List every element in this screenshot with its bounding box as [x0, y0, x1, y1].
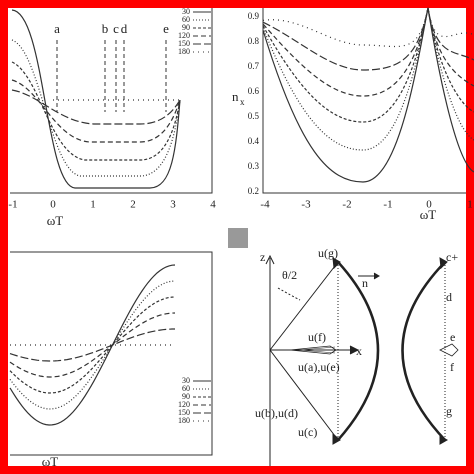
curve [262, 7, 474, 48]
x-tick-label: -1 [8, 199, 17, 211]
curve [9, 264, 176, 426]
curve [11, 79, 181, 143]
legend-label: 90 [182, 23, 190, 32]
diagram-label: e [450, 330, 455, 344]
x-tick-label: 0 [50, 199, 56, 211]
axis-frame [262, 8, 466, 194]
legend-label: 180 [178, 47, 190, 56]
x-tick-label: -2 [342, 199, 351, 211]
legend-label: 180 [178, 416, 190, 425]
diagram-label: u(b),u(d) [255, 406, 298, 420]
curve [11, 61, 181, 161]
y-axis-label-sub: x [240, 97, 245, 107]
x-tick-label: 4 [210, 199, 216, 211]
axis-frame [10, 8, 213, 194]
curve [262, 7, 474, 151]
diagram-label: z [260, 250, 265, 264]
y-axis-label: n [232, 89, 239, 104]
y-tick-label: 0.9 [248, 11, 260, 21]
curve [9, 296, 176, 394]
diagram-label: g [446, 404, 452, 418]
marker-label: a [54, 21, 60, 36]
diagram-label: θ/2 [282, 268, 297, 282]
y-tick-label: 0.4 [248, 136, 260, 146]
x-tick-label: -1 [383, 199, 392, 211]
diagram [265, 254, 459, 466]
diagram-label: n [362, 276, 368, 290]
curve [9, 312, 176, 378]
legend-label: 150 [178, 408, 190, 417]
x-axis-label: ωT [420, 207, 437, 222]
y-tick-label: 0.6 [248, 86, 260, 96]
diagram-label: d [446, 290, 452, 304]
legend-label: 120 [178, 400, 190, 409]
curve [11, 9, 181, 189]
legend-label: 60 [182, 384, 190, 393]
diagram-label: u(g) [318, 246, 338, 260]
marker-label: e [163, 21, 169, 36]
legend-label: 150 [178, 39, 190, 48]
marker-label: d [121, 21, 128, 36]
curve [262, 7, 474, 183]
x-axis-label: ωT [42, 454, 59, 469]
curve [9, 328, 175, 362]
legend-label: 90 [182, 392, 190, 401]
x-axis-label: ωT [47, 213, 64, 228]
y-tick-label: 0.8 [248, 36, 260, 46]
x-tick-label: 0 [426, 199, 432, 211]
curve [262, 7, 474, 71]
x-tick-label: -3 [301, 199, 311, 211]
x-tick-label: 1 [90, 199, 96, 211]
curve [262, 7, 474, 97]
legend-label: 60 [182, 15, 190, 24]
curve [11, 89, 181, 125]
y-tick-label: 0.3 [248, 161, 260, 171]
diagram-label: x [356, 344, 362, 358]
diagram-label: c+ [446, 250, 458, 264]
y-tick-label: 0.7 [248, 61, 260, 71]
curve [9, 280, 176, 410]
x-tick-label: 1 [467, 199, 473, 211]
diagram-label: f [450, 360, 454, 374]
legend-label: 120 [178, 31, 190, 40]
legend-label: 30 [182, 376, 190, 385]
y-tick-label: 0.2 [248, 186, 259, 196]
legend-label: 30 [182, 7, 190, 16]
diagram-label: u(c) [298, 425, 317, 439]
gray-square [228, 228, 248, 248]
y-tick-label: 0.5 [248, 111, 260, 121]
x-tick-label: 3 [170, 199, 176, 211]
x-tick-label: -4 [260, 199, 270, 211]
diagram-label: u(f) [308, 330, 326, 344]
diagram-label: u(a),u(e) [298, 360, 340, 374]
marker-label: b [102, 21, 109, 36]
marker-label: c [113, 21, 119, 36]
axis-frame [10, 251, 213, 456]
curve [262, 7, 474, 123]
x-tick-label: 2 [130, 199, 136, 211]
curve [11, 39, 181, 177]
